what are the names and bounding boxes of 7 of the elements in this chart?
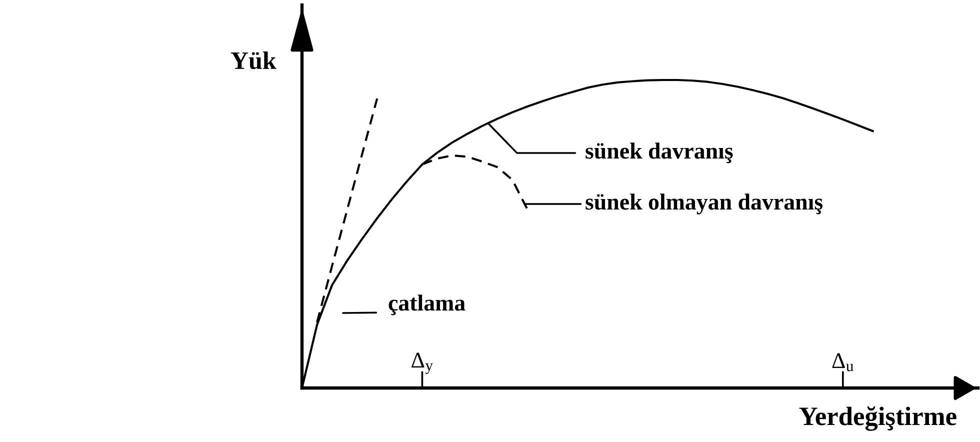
annotation: sünek davranış [586, 142, 733, 164]
x-tick-label: Δ$_{y}$ [412, 352, 433, 374]
x-tick-label: Δ$_{u}$ [832, 353, 854, 372]
x-axis-title: Yerdeğiştirme [799, 406, 956, 431]
annotation: sünek olmayan davranış [586, 194, 823, 214]
annotation: çatlama [388, 294, 466, 316]
y-axis-title: Yük [230, 51, 276, 70]
